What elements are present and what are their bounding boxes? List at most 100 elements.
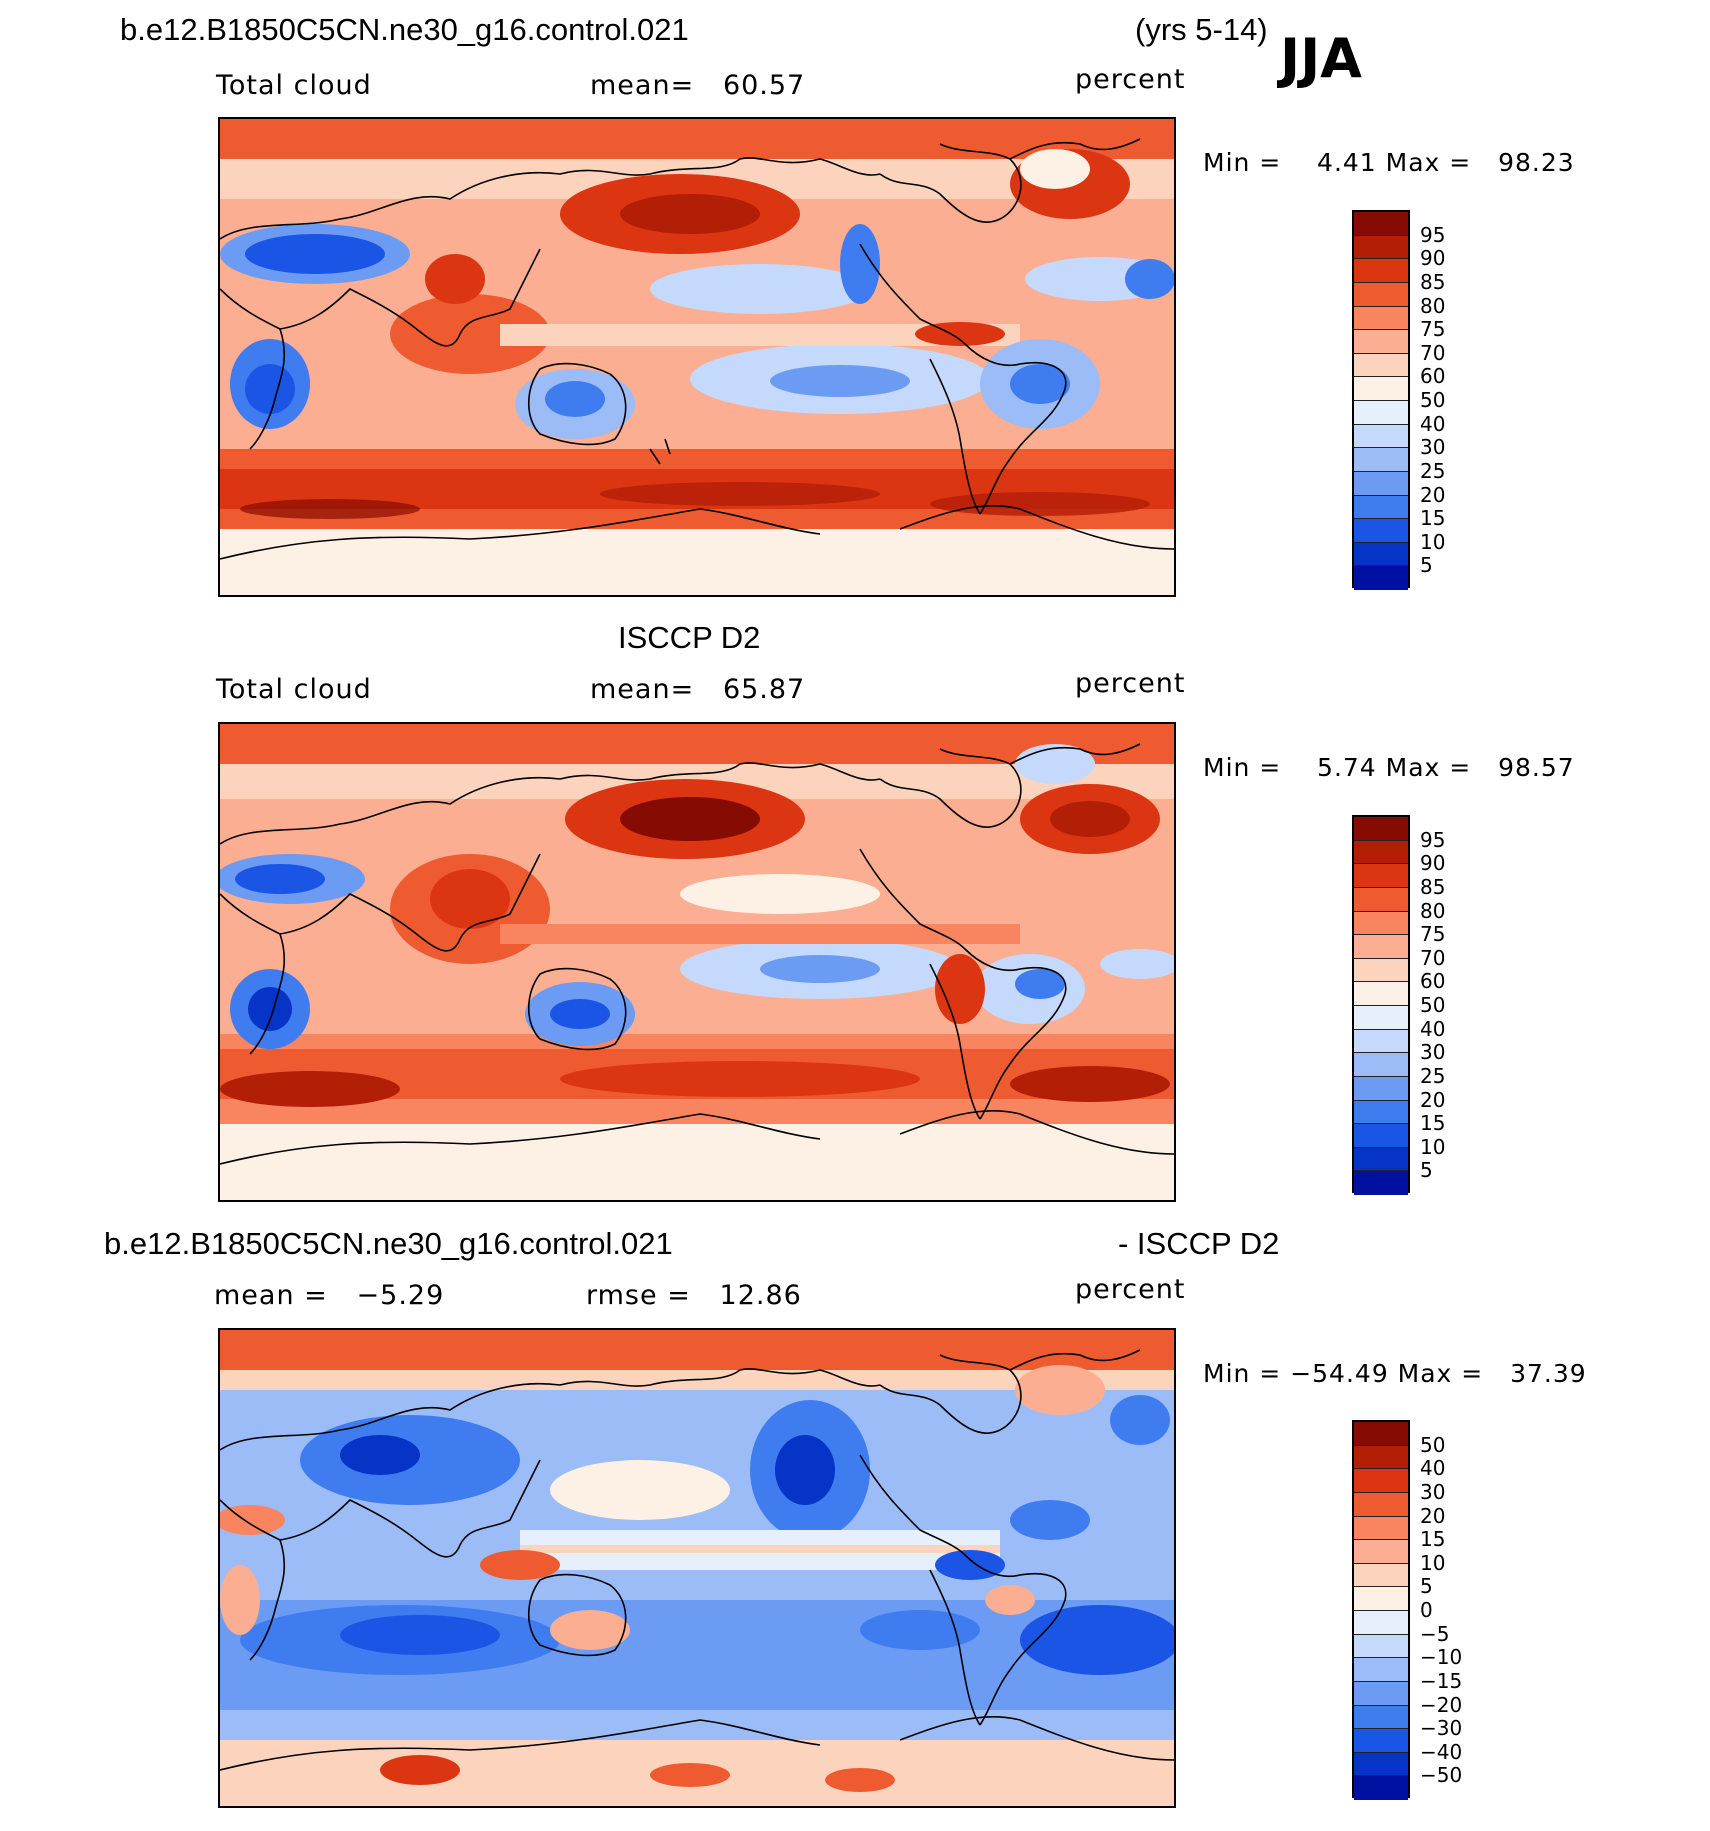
colorbar-swatch: [1354, 864, 1408, 888]
colorbar-swatch: [1354, 259, 1408, 283]
colorbar-swatch: [1354, 353, 1408, 378]
colorbar-tick-label: 20: [1420, 1087, 1446, 1112]
colorbar-tick-label: 50: [1420, 1432, 1446, 1457]
panel2-minmax-label: Min = 5.74 Max = 98.57: [1203, 753, 1575, 782]
colorbar-swatch: [1354, 1147, 1408, 1172]
colorbar-swatch: [1354, 1171, 1408, 1195]
panel3-colorbar-swatches: [1354, 1422, 1408, 1800]
colorbar-tick-label: 75: [1420, 317, 1446, 342]
panel2-units-label: percent: [1075, 668, 1186, 699]
colorbar-tick-label: −50: [1420, 1763, 1463, 1788]
panel2-colorbar-labels: 95 90 85 80 75 70 60 50 40 30 25 20 15 10 5: [1420, 815, 1500, 1193]
colorbar-swatch: [1354, 495, 1408, 520]
colorbar-swatch: [1354, 1611, 1408, 1635]
panel3-rmse-label: rmse = 12.86: [586, 1280, 802, 1311]
colorbar-swatch: [1354, 1563, 1408, 1588]
colorbar-tick-label: 5: [1420, 553, 1433, 578]
colorbar-swatch: [1354, 935, 1408, 959]
colorbar-swatch: [1354, 306, 1408, 331]
panel3-title-right: - ISCCP D2: [1118, 1226, 1280, 1261]
colorbar-tick-label: 95: [1420, 827, 1446, 852]
colorbar-tick-label: 15: [1420, 506, 1446, 531]
colorbar-tick-label: 25: [1420, 458, 1446, 483]
panel3-colorbar: [1352, 1420, 1410, 1800]
colorbar-swatch: [1354, 817, 1408, 841]
colorbar-tick-label: 80: [1420, 293, 1446, 318]
panel2-map: [218, 722, 1176, 1202]
colorbar-tick-label: 15: [1420, 1527, 1446, 1552]
colorbar-tick-label: 40: [1420, 411, 1446, 436]
colorbar-tick-label: 60: [1420, 969, 1446, 994]
panel1-colorbar-labels: 95 90 85 80 75 70 60 50 40 30 25 20 15 10 5: [1420, 210, 1500, 588]
colorbar-tick-label: 85: [1420, 269, 1446, 294]
panel1-units-label: percent: [1075, 64, 1186, 95]
panel1-variable-label: Total cloud: [216, 70, 372, 101]
colorbar-tick-label: 5: [1420, 1574, 1433, 1599]
colorbar-swatch: [1354, 1445, 1408, 1470]
colorbar-swatch: [1354, 1100, 1408, 1125]
colorbar-swatch: [1354, 542, 1408, 567]
panel1-minmax-label: Min = 4.41 Max = 98.23: [1203, 148, 1575, 177]
colorbar-tick-label: −30: [1420, 1716, 1463, 1741]
panel2-map-image: [220, 724, 1174, 1200]
colorbar-tick-label: 50: [1420, 388, 1446, 412]
colorbar-swatch: [1354, 330, 1408, 354]
colorbar-tick-label: −40: [1420, 1739, 1463, 1764]
panel1-mean-label: mean= 60.57: [590, 70, 806, 101]
colorbar-swatch: [1354, 1053, 1408, 1077]
colorbar-swatch: [1354, 448, 1408, 472]
colorbar-tick-label: 20: [1420, 1503, 1446, 1528]
colorbar-swatch: [1354, 1422, 1408, 1446]
colorbar-tick-label: 70: [1420, 340, 1446, 365]
colorbar-tick-label: 25: [1420, 1063, 1446, 1088]
panel3-map-image: [220, 1330, 1174, 1806]
colorbar-swatch: [1354, 282, 1408, 307]
colorbar-swatch: [1354, 1029, 1408, 1054]
years-label: (yrs 5-14): [1135, 12, 1268, 47]
colorbar-swatch: [1354, 566, 1408, 590]
season-label: JJA: [1280, 27, 1362, 90]
colorbar-swatch: [1354, 1516, 1408, 1541]
colorbar-tick-label: −5: [1420, 1621, 1450, 1646]
colorbar-swatch: [1354, 1124, 1408, 1148]
colorbar-swatch: [1354, 235, 1408, 260]
colorbar-tick-label: 30: [1420, 1479, 1446, 1504]
panel2-colorbar: [1352, 815, 1410, 1195]
panel1-colorbar: [1352, 210, 1410, 590]
colorbar-tick-label: 50: [1420, 993, 1446, 1017]
panel1-map-image: [220, 119, 1174, 595]
colorbar-swatch: [1354, 377, 1408, 401]
colorbar-swatch: [1354, 958, 1408, 983]
colorbar-tick-label: −10: [1420, 1645, 1463, 1670]
colorbar-tick-label: 90: [1420, 851, 1446, 876]
colorbar-tick-label: 90: [1420, 246, 1446, 271]
colorbar-swatch: [1354, 212, 1408, 236]
colorbar-tick-label: −15: [1420, 1668, 1463, 1693]
colorbar-swatch: [1354, 1076, 1408, 1101]
colorbar-tick-label: 20: [1420, 482, 1446, 507]
colorbar-swatch: [1354, 911, 1408, 936]
colorbar-tick-label: 80: [1420, 898, 1446, 923]
colorbar-swatch: [1354, 982, 1408, 1006]
panel3-mean-label: mean = −5.29: [214, 1280, 445, 1311]
colorbar-tick-label: 10: [1420, 529, 1446, 554]
colorbar-swatch: [1354, 1634, 1408, 1659]
panel3-colorbar-labels: 50 40 30 20 15 10 5 0 −5 −10 −15 −20 −30 −40 −50: [1420, 1420, 1500, 1798]
colorbar-swatch: [1354, 887, 1408, 912]
colorbar-swatch: [1354, 1587, 1408, 1611]
colorbar-swatch: [1354, 1681, 1408, 1706]
colorbar-swatch: [1354, 1006, 1408, 1030]
colorbar-swatch: [1354, 1658, 1408, 1682]
panel3-minmax-label: Min = −54.49 Max = 37.39: [1203, 1359, 1587, 1388]
colorbar-swatch: [1354, 1705, 1408, 1730]
colorbar-swatch: [1354, 840, 1408, 865]
panel3-title-left: b.e12.B1850C5CN.ne30_g16.control.021: [104, 1226, 673, 1261]
panel2-colorbar-swatches: [1354, 817, 1408, 1195]
colorbar-tick-label: 10: [1420, 1134, 1446, 1159]
panel2-variable-label: Total cloud: [216, 674, 372, 705]
colorbar-swatch: [1354, 1729, 1408, 1753]
colorbar-tick-label: 30: [1420, 1040, 1446, 1065]
panel1-colorbar-swatches: [1354, 212, 1408, 590]
panel3-map: [218, 1328, 1176, 1808]
colorbar-swatch: [1354, 1540, 1408, 1564]
